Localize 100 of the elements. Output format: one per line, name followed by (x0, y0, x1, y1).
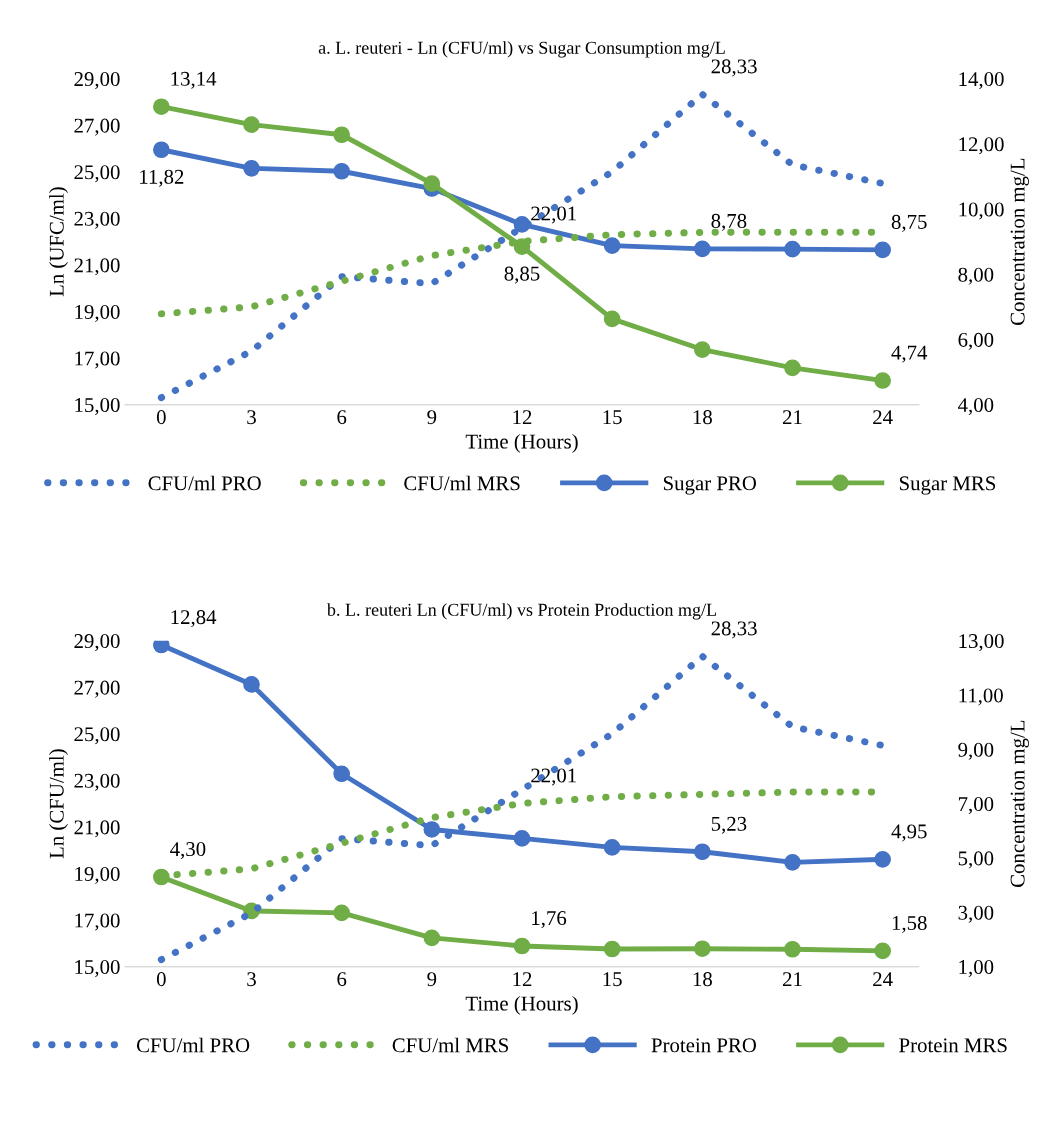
y-tick-label: 21,00 (74, 258, 120, 276)
y-tick-label: 17,00 (75, 351, 120, 369)
y-tick-label: 29,00 (74, 634, 120, 652)
chart-title: b. L. reuteri Ln (CFU/ml) vs Protein Production mg/L (326, 603, 716, 620)
point (423, 929, 441, 947)
point (333, 162, 351, 180)
y-tick-label: 15,00 (75, 960, 120, 978)
y2-tick-label: 4,00 (958, 398, 994, 416)
y-tick-label: 19,00 (75, 866, 120, 884)
y-tick-label: 21,00 (74, 820, 120, 838)
x-tick-label: 0 (156, 972, 166, 987)
legend-label: CFU/ml MRS (404, 475, 520, 491)
y-tick-label: 23,00 (74, 211, 120, 229)
legend-label: Sugar MRS (899, 476, 996, 495)
point (603, 310, 621, 328)
x-tick-label: 15 (603, 972, 622, 987)
point (874, 851, 891, 868)
point (243, 159, 260, 177)
y2-tick-label: 1,00 (959, 960, 994, 978)
x-tick-label: 18 (693, 410, 712, 425)
point (693, 240, 711, 258)
data-label: 1,76 (532, 911, 567, 929)
point (874, 372, 891, 389)
data-label: 8,85 (504, 266, 540, 284)
data-label: 4,74 (891, 345, 928, 363)
y-tick-label: 17,00 (75, 913, 120, 931)
data-label: 8,78 (711, 213, 747, 231)
x-tick-label: 9 (427, 410, 437, 425)
legend-label: CFU/ml PRO (136, 1037, 250, 1053)
legend-label: Protein PRO (651, 1038, 757, 1053)
legend-label: CFU/ml MRS (392, 1037, 509, 1053)
point (423, 821, 441, 838)
x-tick-label: 9 (427, 972, 437, 987)
data-label: 22,01 (531, 768, 576, 786)
data-label: 28,33 (711, 59, 757, 77)
y-tick-label: 19,00 (75, 304, 120, 322)
point (693, 843, 711, 861)
x-tick-label: 6 (337, 410, 347, 425)
y-tick-label: 25,00 (74, 727, 120, 745)
point (243, 116, 260, 133)
point (153, 98, 170, 116)
x-tick-label: 24 (873, 972, 893, 986)
y2-axis-title: Concentration mg/L (1010, 720, 1029, 887)
point (874, 942, 891, 960)
point (513, 830, 531, 847)
point (423, 175, 441, 192)
legend-label: Sugar PRO (663, 476, 757, 495)
data-label: 5,23 (711, 816, 747, 834)
point (153, 141, 170, 159)
x-axis-title: Time (Hours) (465, 433, 578, 453)
data-label: 8,75 (891, 214, 927, 232)
chart-title: a. L. reuteri - Ln (CFU/ml) vs Sugar Consumption mg/L (318, 41, 725, 58)
y-tick-label: 29,00 (74, 72, 120, 90)
y2-tick-label: 7,00 (958, 797, 994, 815)
data-label: 1,58 (892, 915, 927, 933)
y2-tick-label: 12,00 (959, 137, 1004, 155)
y2-tick-label: 11,00 (959, 688, 1003, 706)
point (243, 676, 260, 693)
x-tick-label: 12 (513, 410, 532, 424)
y2-tick-label: 3,00 (958, 905, 994, 923)
x-tick-label: 3 (247, 972, 256, 987)
y2-tick-label: 9,00 (958, 742, 994, 760)
x-tick-label: 21 (782, 410, 802, 424)
data-label: 22,01 (531, 206, 576, 224)
point (784, 359, 801, 377)
data-label: 12,84 (171, 610, 217, 628)
point (153, 640, 170, 654)
x-tick-label: 12 (513, 972, 532, 986)
point (603, 839, 621, 856)
data-label: 11,82 (140, 169, 184, 187)
point (603, 940, 621, 958)
point (874, 241, 891, 259)
y-axis-title: Ln (UFC/ml) (49, 187, 68, 297)
x-tick-label: 21 (782, 972, 802, 986)
y2-axis-title: Concentration mg/L (1010, 158, 1029, 325)
x-tick-label: 6 (337, 972, 347, 987)
data-label: 4,95 (891, 824, 927, 842)
x-tick-label: 0 (156, 410, 166, 425)
point (513, 937, 531, 955)
y2-tick-label: 10,00 (959, 202, 1004, 220)
y-tick-label: 25,00 (74, 165, 120, 183)
point (693, 341, 711, 358)
point (333, 904, 351, 922)
point (693, 940, 711, 958)
y2-tick-label: 6,00 (958, 332, 994, 350)
legend-label: CFU/ml PRO (148, 475, 261, 491)
x-axis-title: Time (Hours) (465, 995, 578, 1015)
point (784, 853, 801, 871)
point (603, 237, 621, 254)
y-axis-title: Ln (CFU/ml) (49, 749, 68, 859)
y2-tick-label: 5,00 (958, 851, 994, 869)
y2-tick-label: 13,00 (959, 634, 1004, 652)
data-label: 28,33 (711, 621, 757, 639)
y2-tick-label: 14,00 (959, 72, 1004, 90)
x-tick-label: 24 (873, 410, 893, 424)
point (333, 126, 351, 144)
point (784, 240, 801, 258)
data-label: 4,30 (170, 842, 206, 860)
x-tick-label: 15 (603, 410, 622, 425)
y-tick-label: 15,00 (75, 398, 120, 416)
